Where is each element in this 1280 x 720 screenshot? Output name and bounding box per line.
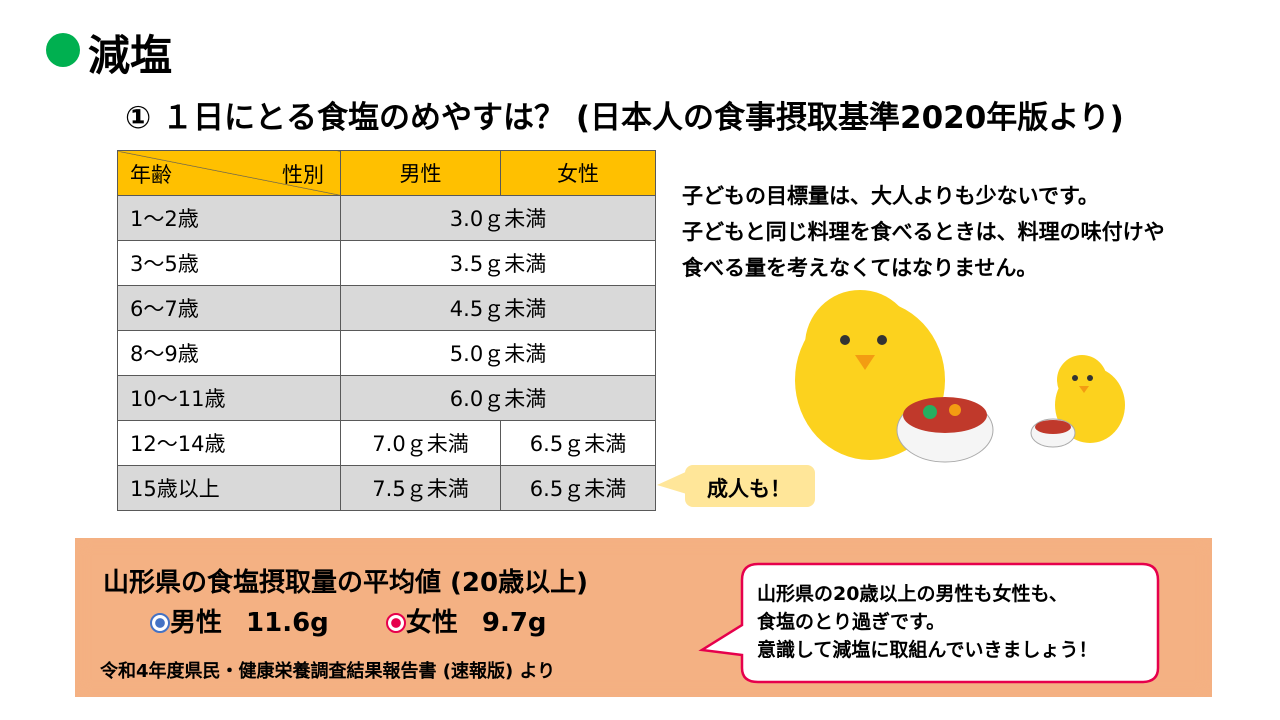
- callout-shape: [698, 562, 1160, 684]
- corner: 年齢 性別: [117, 150, 341, 196]
- cell: 4.5ｇ未満: [340, 285, 656, 331]
- icon: [150, 613, 170, 633]
- header: 女性: [500, 150, 656, 196]
- cell: 6.5ｇ未満: [500, 420, 656, 466]
- cell: 5.0ｇ未満: [340, 330, 656, 376]
- note: 子どもの目標量は、大人よりも少ないです。: [682, 184, 1099, 208]
- row: 10～11歳 6.0ｇ未満: [117, 375, 656, 421]
- header: 男性: [340, 150, 501, 196]
- note: 食べる量を考えなくてはなりません。: [682, 256, 1038, 280]
- callout-line: 意識して減塩に取組んでいきましょう！: [757, 639, 1098, 661]
- label: 男性: [170, 608, 223, 638]
- icon: [385, 613, 406, 633]
- subtitle: ① １日にとる食塩のめやすは？ (日本人の食事摂取基準2020年版より): [125, 100, 1124, 136]
- note: 子どもと同じ料理を食べるときは、料理の味付けや: [682, 220, 1165, 244]
- chick-head: [805, 290, 915, 400]
- cell: 6.5ｇ未満: [500, 465, 656, 511]
- cell: 8～9歳: [117, 330, 341, 376]
- cell: 7.5ｇ未満: [340, 465, 501, 511]
- bubble-text: 成人も！: [707, 477, 791, 501]
- row: 1～2歳 3.0ｇ未満: [117, 195, 656, 241]
- cell: 3.0ｇ未満: [340, 195, 656, 241]
- label: 女性: [405, 608, 458, 638]
- header: 年齢: [130, 163, 172, 187]
- illustration: [657, 290, 1125, 507]
- callout-line: 山形県の20歳以上の男性も女性も、: [757, 583, 1068, 605]
- bullet: [46, 33, 80, 67]
- bubble-tail: [657, 470, 690, 495]
- cell: 15歳以上: [117, 465, 341, 511]
- source: 令和4年度県民・健康栄養調査結果報告書 (速報版) より: [100, 661, 556, 682]
- value: 9.7g: [481, 608, 547, 638]
- bubble: [685, 465, 815, 507]
- header: 性別: [282, 163, 324, 187]
- row: 3～5歳 3.5ｇ未満: [117, 240, 656, 286]
- row: 6～7歳 4.5ｇ未満: [117, 285, 656, 331]
- title: 減塩: [88, 31, 173, 80]
- cell: 3～5歳: [117, 240, 341, 286]
- cell: 6.0ｇ未満: [340, 375, 656, 421]
- row: 15歳以上 7.5ｇ未満 6.5ｇ未満: [117, 465, 656, 511]
- cell: 10～11歳: [117, 375, 341, 421]
- cell: 1～2歳: [117, 195, 341, 241]
- value: 11.6g: [246, 608, 329, 638]
- summary-values: 男性 11.6g 女性 9.7g: [150, 602, 547, 639]
- cell: 3.5ｇ未満: [340, 240, 656, 286]
- row: 12～14歳 7.0ｇ未満 6.5ｇ未満: [117, 420, 656, 466]
- callout-line: 食塩のとり過ぎです。: [757, 611, 946, 633]
- cell: 7.0ｇ未満: [340, 420, 501, 466]
- callout: 山形県の20歳以上の男性も女性も、 食塩のとり過ぎです。 意識して減塩に取組んで…: [757, 580, 1097, 664]
- salt-table: 年齢 性別 男性 女性 1～2歳 3.0ｇ未満 3～5歳 3.5ｇ未満 6～7歳 4.5ｇ…: [117, 150, 656, 511]
- row: 8～9歳 5.0ｇ未満: [117, 330, 656, 376]
- cell: 6～7歳: [117, 285, 341, 331]
- cell: 12～14歳: [117, 420, 341, 466]
- summary-heading: 山形県の食塩摂取量の平均値 (20歳以上): [103, 568, 588, 598]
